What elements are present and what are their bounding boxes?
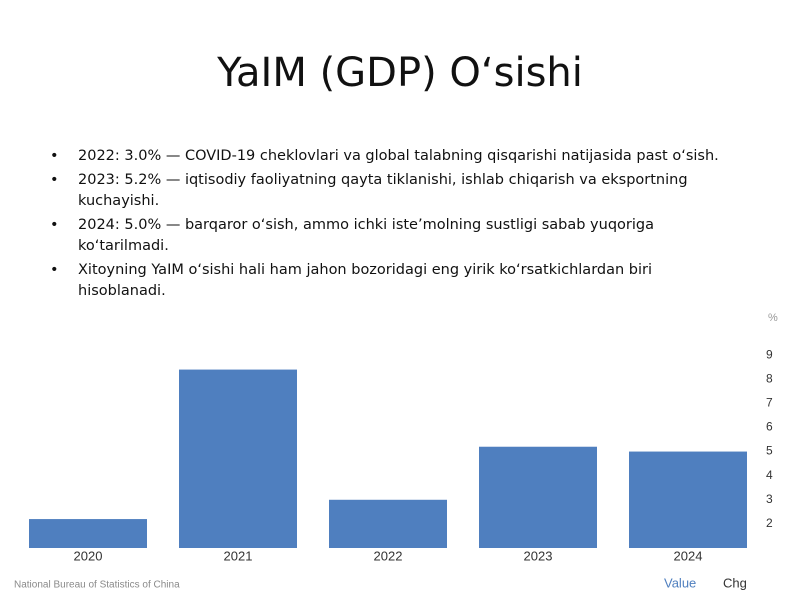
- slide-title: YaIM (GDP) O‘sishi: [217, 50, 583, 96]
- y-tick-label: 2: [766, 516, 773, 530]
- y-tick-label: 5: [766, 444, 773, 458]
- x-tick-label: 2020: [74, 548, 103, 563]
- x-tick-label: 2024: [674, 548, 703, 563]
- bullet: Xitoyning YaIM o‘sishi hali ham jahon bo…: [50, 260, 730, 302]
- legend-entry: Chg: [723, 575, 747, 590]
- y-tick-label: 7: [766, 396, 773, 410]
- bar: [329, 499, 447, 548]
- y-tick-label: 8: [766, 371, 773, 385]
- x-tick-label: 2023: [524, 548, 553, 563]
- bullet: 2022: 3.0% — COVID-19 cheklovlari va glo…: [50, 146, 730, 167]
- bar: [179, 369, 297, 548]
- x-tick-label: 2022: [374, 548, 403, 563]
- chart-source: National Bureau of Statistics of China: [14, 580, 180, 591]
- legend-entry: Value: [664, 575, 696, 590]
- bar: [629, 451, 747, 548]
- y-tick-label: 3: [766, 492, 773, 506]
- x-tick-label: 2021: [224, 548, 253, 563]
- y-tick-label: 9: [766, 347, 773, 361]
- y-unit: %: [768, 312, 778, 324]
- y-tick-label: 6: [766, 420, 773, 434]
- bullet: 2023: 5.2% — iqtisodiy faoliyatning qayt…: [50, 170, 730, 212]
- bullet-list: 2022: 3.0% — COVID-19 cheklovlari va glo…: [50, 146, 730, 305]
- bar: [479, 446, 597, 548]
- bar: [29, 519, 147, 548]
- y-tick-label: 4: [766, 468, 773, 482]
- bullet: 2024: 5.0% — barqaror o‘sish, ammo ichki…: [50, 215, 730, 257]
